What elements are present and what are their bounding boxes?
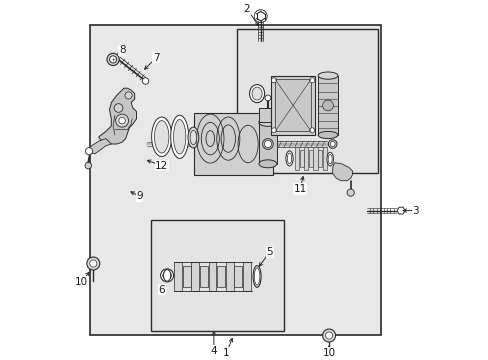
Circle shape	[163, 271, 171, 280]
Polygon shape	[173, 120, 185, 154]
Circle shape	[85, 148, 92, 155]
Circle shape	[115, 114, 128, 127]
Ellipse shape	[326, 152, 333, 166]
Circle shape	[109, 56, 117, 63]
Polygon shape	[194, 113, 273, 175]
Ellipse shape	[258, 118, 276, 126]
Text: 11: 11	[293, 184, 306, 194]
Polygon shape	[256, 12, 264, 21]
Ellipse shape	[163, 270, 170, 281]
Polygon shape	[258, 122, 276, 164]
Circle shape	[125, 92, 132, 99]
Ellipse shape	[285, 151, 292, 166]
Circle shape	[142, 78, 148, 84]
Polygon shape	[170, 115, 188, 158]
Polygon shape	[396, 207, 404, 214]
Text: 3: 3	[411, 206, 418, 216]
Polygon shape	[243, 262, 250, 291]
Polygon shape	[225, 262, 233, 291]
Ellipse shape	[254, 268, 259, 285]
Ellipse shape	[318, 72, 337, 79]
Polygon shape	[217, 266, 224, 287]
Circle shape	[329, 141, 335, 147]
Bar	[89, 25, 381, 335]
Polygon shape	[308, 150, 312, 167]
Circle shape	[271, 128, 276, 133]
Circle shape	[89, 260, 97, 267]
Circle shape	[264, 140, 271, 148]
Polygon shape	[258, 108, 276, 122]
Polygon shape	[208, 262, 216, 291]
Circle shape	[322, 329, 335, 342]
Ellipse shape	[187, 127, 199, 148]
Circle shape	[119, 117, 125, 124]
Text: 4: 4	[210, 346, 217, 356]
Bar	[271, 76, 314, 135]
Bar	[275, 79, 310, 131]
Text: 8: 8	[119, 45, 125, 55]
Polygon shape	[318, 76, 337, 135]
Ellipse shape	[190, 130, 196, 145]
Ellipse shape	[253, 266, 261, 287]
Polygon shape	[151, 117, 171, 157]
Ellipse shape	[258, 160, 276, 168]
Circle shape	[108, 54, 118, 64]
Circle shape	[110, 57, 116, 62]
Polygon shape	[294, 147, 299, 170]
Ellipse shape	[322, 100, 333, 111]
Polygon shape	[200, 266, 207, 287]
Text: 10: 10	[322, 348, 335, 358]
Ellipse shape	[249, 85, 264, 103]
Text: 1: 1	[223, 348, 229, 358]
Bar	[151, 220, 284, 331]
Circle shape	[85, 162, 91, 169]
Circle shape	[107, 53, 119, 66]
Text: 10: 10	[75, 276, 88, 287]
Polygon shape	[234, 266, 242, 287]
Polygon shape	[174, 262, 182, 291]
Polygon shape	[191, 262, 199, 291]
Ellipse shape	[287, 153, 291, 164]
Circle shape	[325, 332, 332, 339]
Text: 9: 9	[136, 191, 142, 201]
Circle shape	[309, 78, 314, 83]
Circle shape	[160, 269, 173, 282]
Text: 6: 6	[158, 285, 164, 295]
Polygon shape	[332, 163, 352, 181]
Polygon shape	[304, 147, 308, 170]
Text: 2: 2	[243, 4, 250, 14]
Circle shape	[309, 128, 314, 133]
Circle shape	[87, 257, 100, 270]
Ellipse shape	[251, 87, 262, 100]
Bar	[237, 29, 377, 173]
Polygon shape	[183, 266, 190, 287]
Circle shape	[346, 189, 354, 196]
Polygon shape	[317, 150, 322, 167]
Polygon shape	[313, 147, 317, 170]
Ellipse shape	[327, 154, 331, 164]
Circle shape	[328, 140, 336, 148]
Polygon shape	[154, 121, 168, 153]
Text: 12: 12	[155, 161, 168, 171]
Circle shape	[114, 104, 122, 112]
Text: 5: 5	[266, 247, 272, 257]
Polygon shape	[88, 139, 111, 154]
Circle shape	[264, 95, 270, 101]
Polygon shape	[322, 147, 326, 170]
Polygon shape	[99, 88, 136, 144]
Text: 7: 7	[153, 53, 159, 63]
Ellipse shape	[318, 131, 337, 139]
Circle shape	[271, 78, 276, 83]
Ellipse shape	[262, 139, 273, 149]
Polygon shape	[299, 150, 303, 167]
